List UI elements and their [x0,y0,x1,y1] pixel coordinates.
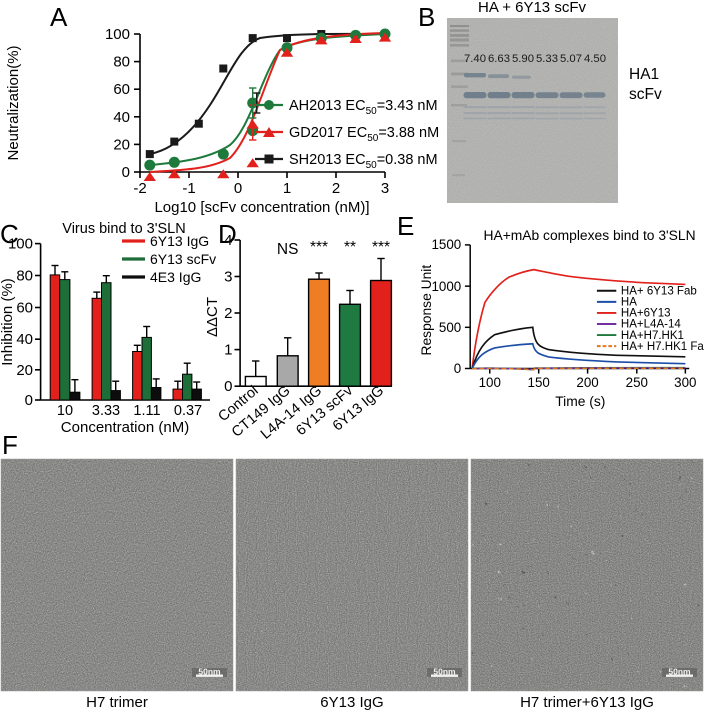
svg-text:250: 250 [626,375,648,390]
svg-text:HA + 6Y13 scFv: HA + 6Y13 scFv [478,0,586,16]
svg-text:60: 60 [16,300,33,317]
svg-text:3.33: 3.33 [92,403,120,419]
svg-text:1.11: 1.11 [133,403,160,419]
svg-text:5.33: 5.33 [536,53,558,65]
svg-text:100: 100 [479,375,501,390]
svg-text:1500: 1500 [431,237,461,252]
svg-text:NS: NS [277,241,299,258]
svg-text:AH2013 EC50=3.43 nM: AH2013 EC50=3.43 nM [289,98,438,117]
svg-text:20: 20 [113,136,130,153]
svg-text:0: 0 [234,180,242,197]
svg-text:3: 3 [381,180,389,197]
svg-text:Log10 [scFv concentration (nM): Log10 [scFv concentration (nM)] [154,199,369,216]
svg-text:***: *** [310,239,328,256]
svg-text:Neutralization(%): Neutralization(%) [5,45,22,160]
svg-text:60: 60 [113,81,130,98]
svg-text:Time (s): Time (s) [555,393,605,409]
svg-text:50nm: 50nm [198,667,221,677]
svg-text:-2: -2 [133,180,146,197]
svg-text:50nm: 50nm [668,667,691,677]
svg-text:scFv: scFv [629,86,662,103]
svg-text:2: 2 [332,180,340,197]
svg-text:0: 0 [122,164,130,181]
svg-text:0: 0 [454,361,461,376]
svg-text:6Y13 IgG: 6Y13 IgG [150,233,209,249]
svg-text:H7 trimer: H7 trimer [86,694,148,710]
svg-text:10: 10 [57,403,73,419]
svg-text:ΔΔCT: ΔΔCT [204,297,221,337]
svg-text:0: 0 [224,378,232,395]
svg-text:200: 200 [576,375,598,390]
svg-text:2: 2 [224,305,232,322]
svg-text:6.63: 6.63 [488,53,510,65]
svg-text:**: ** [344,239,356,256]
svg-text:0: 0 [25,392,33,409]
svg-text:GD2017 EC50=3.88 nM: GD2017 EC50=3.88 nM [289,125,439,144]
svg-text:40: 40 [16,331,33,348]
svg-text:***: *** [372,239,390,256]
svg-text:6Y13 scFv: 6Y13 scFv [150,251,216,267]
svg-text:20: 20 [16,362,33,379]
svg-text:100: 100 [105,26,130,43]
svg-text:80: 80 [113,54,130,71]
svg-text:SH2013 EC50=0.38 nM: SH2013 EC50=0.38 nM [289,152,438,171]
svg-text:80: 80 [16,268,33,285]
svg-text:1: 1 [283,180,291,197]
svg-text:5.90: 5.90 [512,53,534,65]
svg-text:300: 300 [674,375,696,390]
svg-text:5.07: 5.07 [560,53,582,65]
svg-text:1000: 1000 [431,279,461,294]
svg-text:HA+ H7.HK1 Fab: HA+ H7.HK1 Fab [621,341,704,353]
svg-text:100: 100 [8,236,33,253]
svg-text:0.37: 0.37 [174,403,202,419]
svg-text:50nm: 50nm [433,667,456,677]
svg-text:-1: -1 [182,180,195,197]
svg-text:150: 150 [528,375,550,390]
svg-text:4: 4 [224,232,232,249]
svg-text:3: 3 [224,269,232,286]
svg-text:40: 40 [113,109,130,126]
svg-text:HA1: HA1 [629,66,659,83]
svg-text:H7 trimer+6Y13 IgG: H7 trimer+6Y13 IgG [520,694,654,710]
svg-text:6Y13 IgG: 6Y13 IgG [320,694,383,710]
svg-text:1: 1 [224,342,232,359]
svg-text:7.40: 7.40 [464,53,486,65]
svg-text:HA+mAb complexes bind to 3'SLN: HA+mAb complexes bind to 3'SLN [483,227,695,243]
svg-text:500: 500 [439,320,461,335]
svg-text:4.50: 4.50 [584,53,606,65]
svg-text:Inhibition (%): Inhibition (%) [0,278,16,366]
svg-text:4E3 IgG: 4E3 IgG [150,269,201,285]
svg-text:Concentration (nM): Concentration (nM) [61,419,189,436]
svg-text:Response Unit: Response Unit [418,265,434,356]
